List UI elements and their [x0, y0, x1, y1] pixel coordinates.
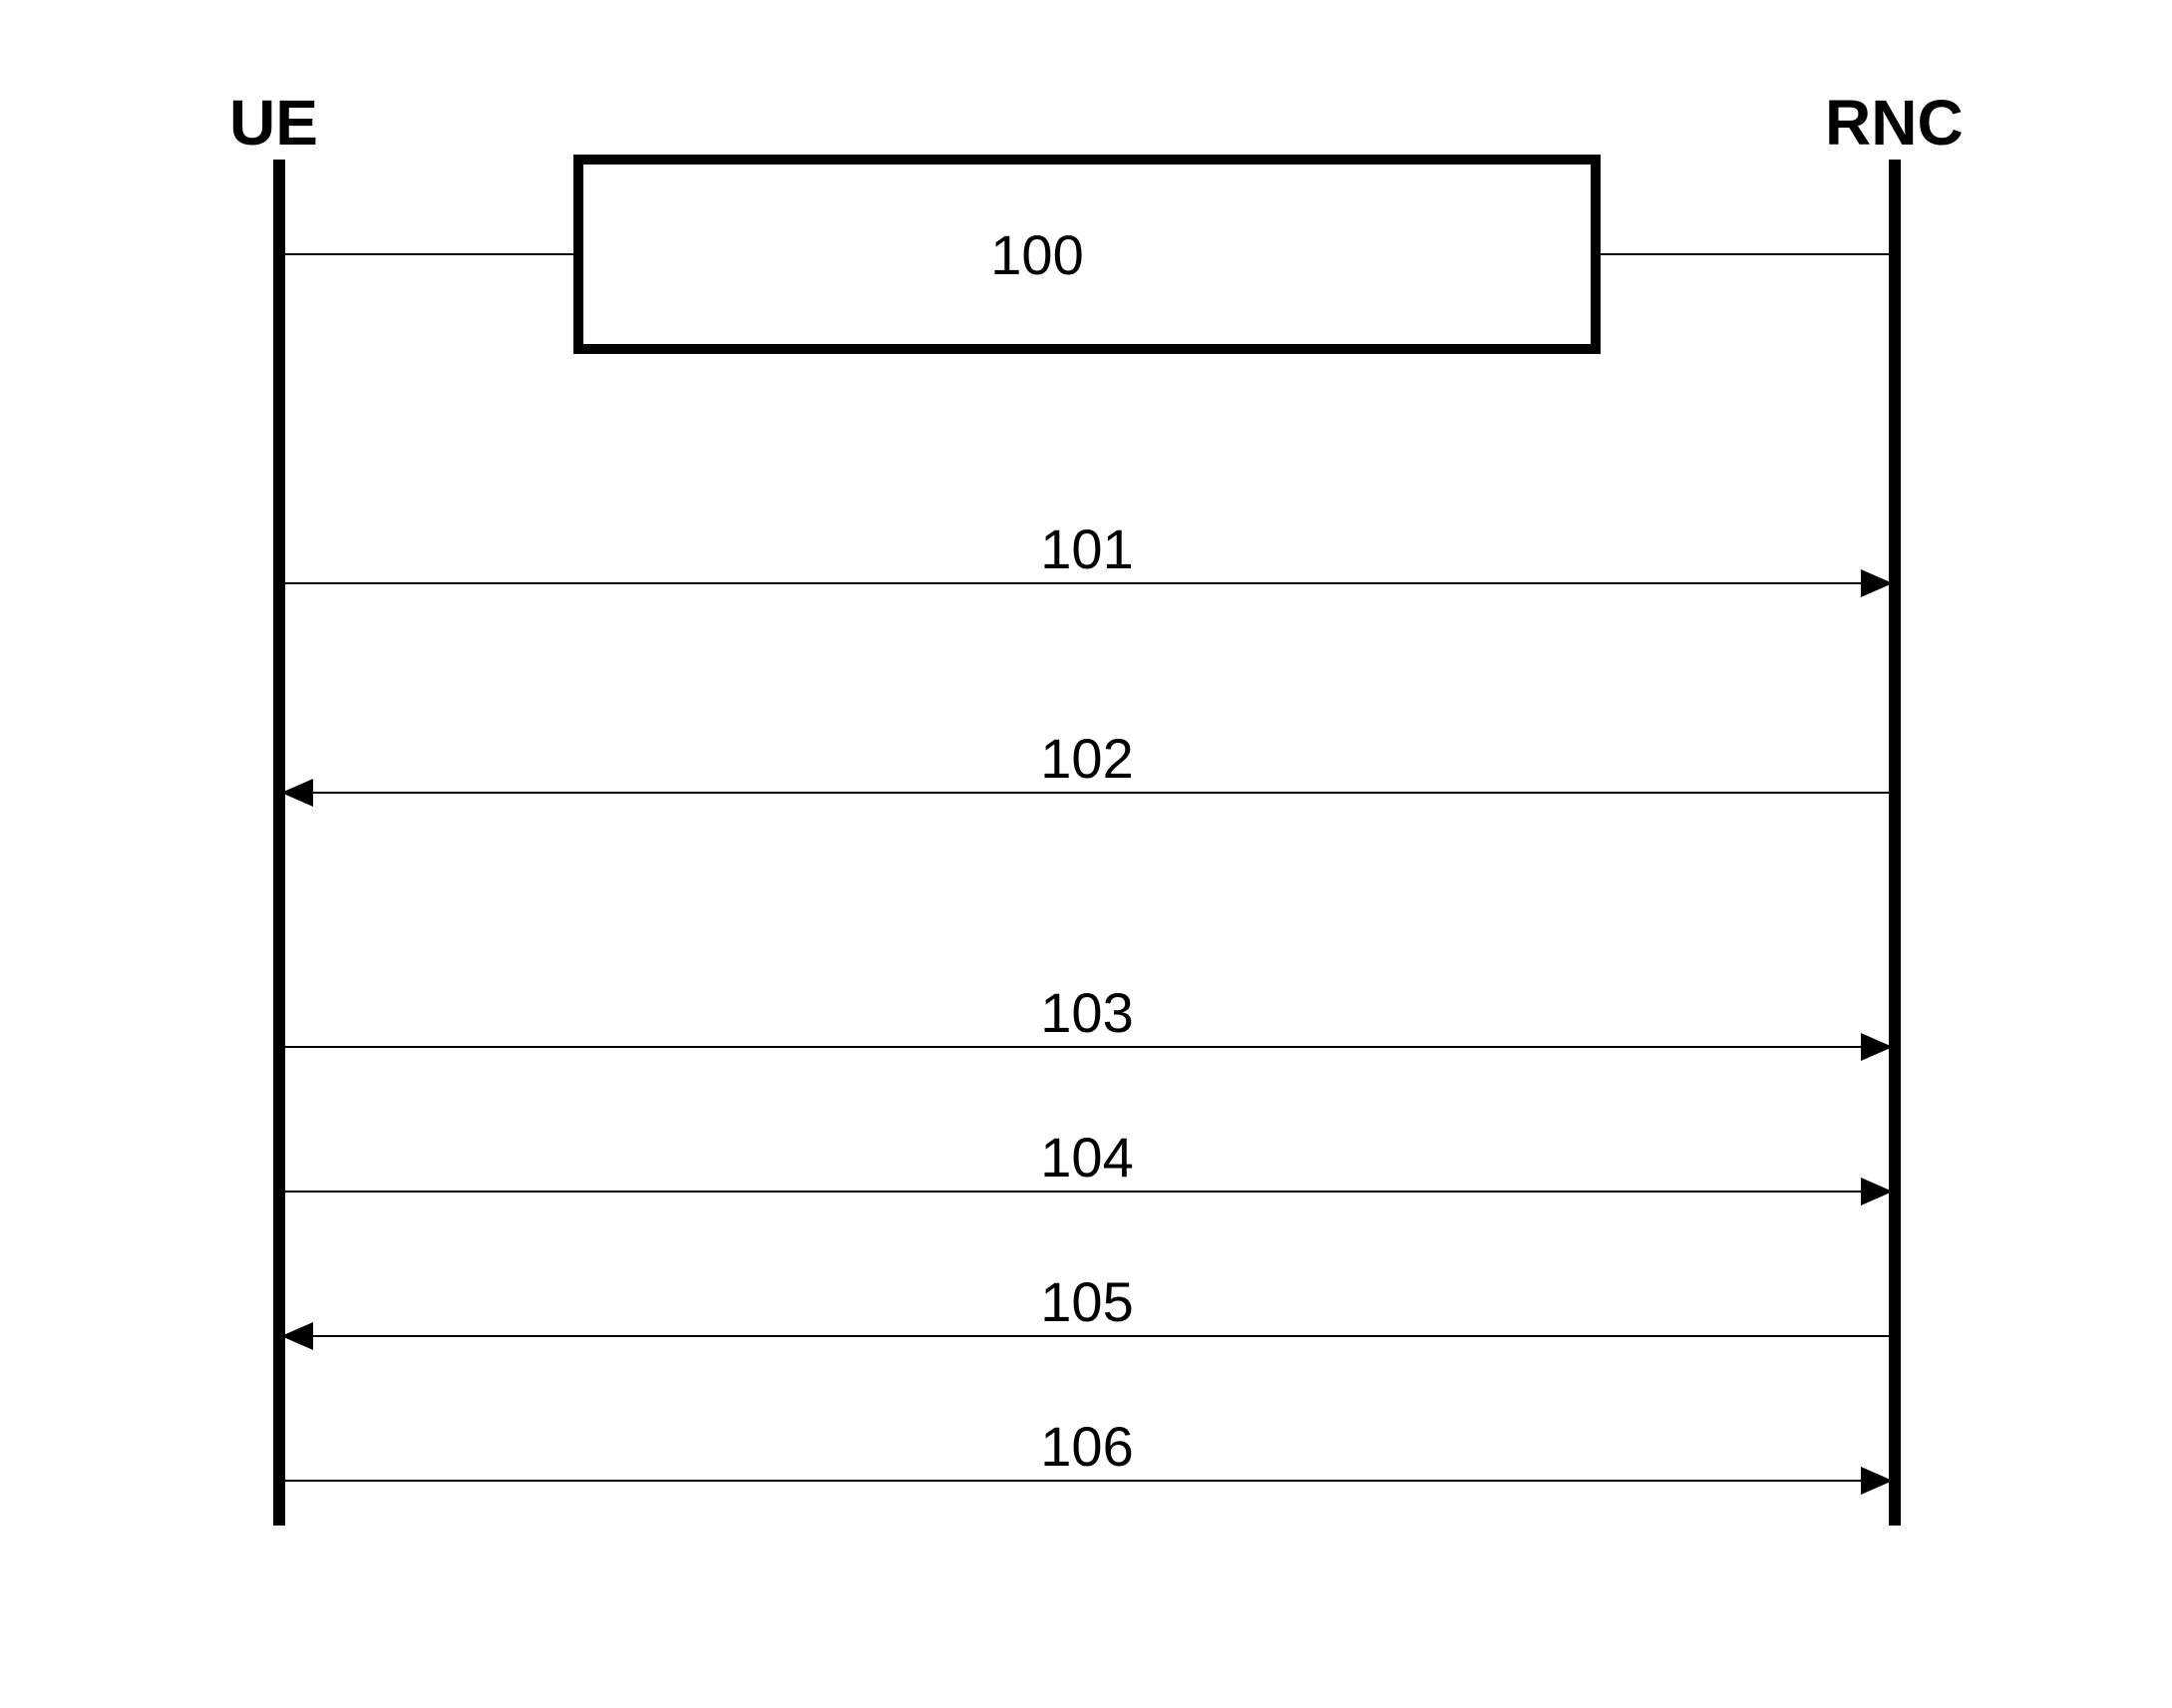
- message-106-label: 106: [1040, 1415, 1133, 1478]
- box-100: [578, 160, 1596, 349]
- participant-ue-label: UE: [229, 87, 318, 159]
- diagram-svg: UE RNC 100 101 102 103 104 105 106: [0, 0, 2172, 1703]
- message-104-label: 104: [1040, 1126, 1133, 1189]
- message-105-label: 105: [1040, 1270, 1133, 1333]
- participant-rnc-label: RNC: [1825, 87, 1964, 159]
- message-103-label: 103: [1040, 981, 1133, 1044]
- message-102-label: 102: [1040, 727, 1133, 790]
- message-101-label: 101: [1040, 517, 1133, 580]
- box-100-label: 100: [990, 223, 1083, 286]
- sequence-diagram: UE RNC 100 101 102 103 104 105 106: [0, 0, 2172, 1703]
